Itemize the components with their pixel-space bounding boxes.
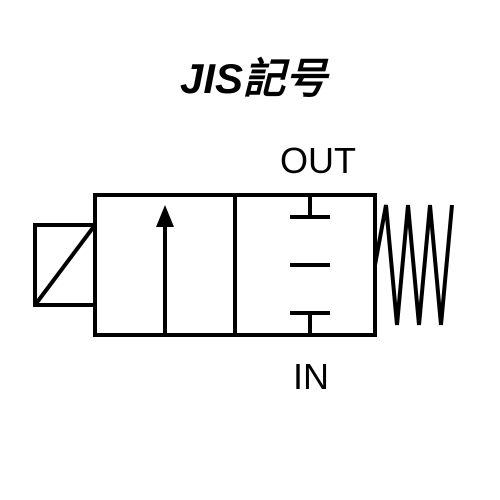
diagram-title: JIS記号 xyxy=(180,45,327,106)
port-label-in: IN xyxy=(293,356,329,398)
port-label-out: OUT xyxy=(280,140,356,182)
